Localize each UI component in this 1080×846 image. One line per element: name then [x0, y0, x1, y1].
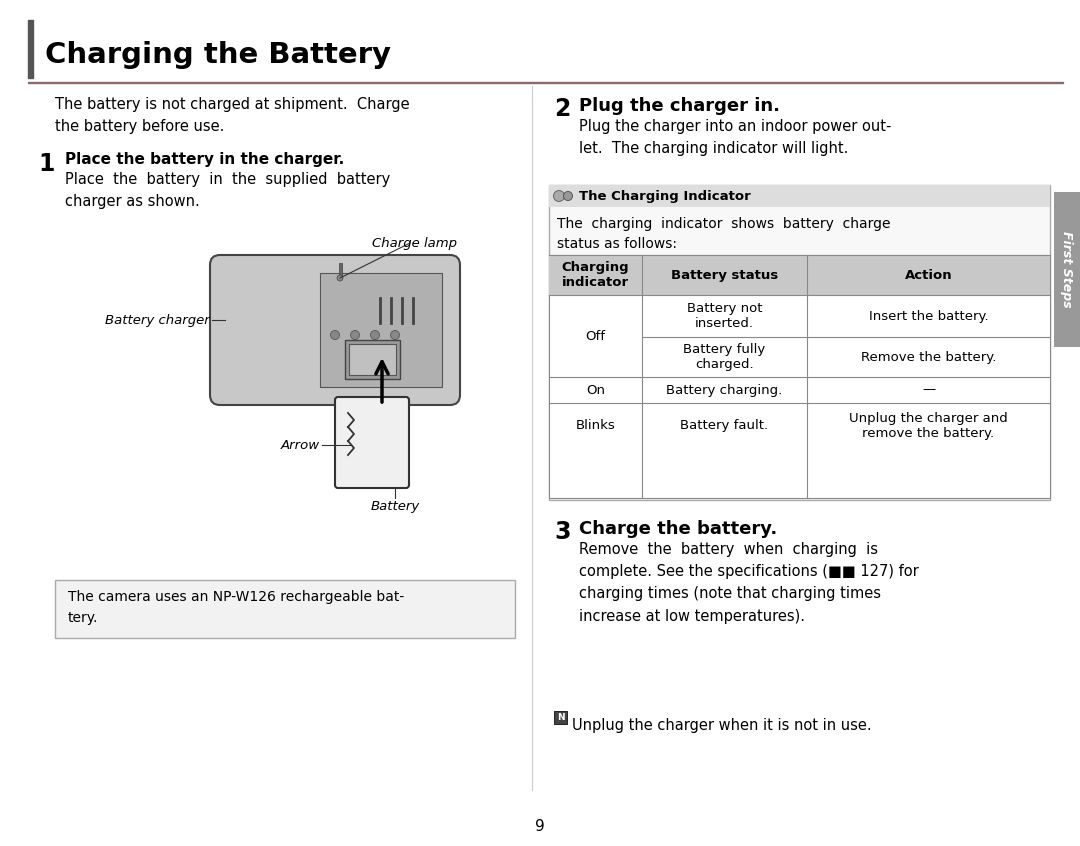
- Text: Battery charger: Battery charger: [105, 314, 210, 327]
- Circle shape: [564, 191, 572, 201]
- Bar: [320, 273, 442, 387]
- Bar: [549, 185, 1050, 500]
- Circle shape: [337, 275, 343, 281]
- Bar: [349, 344, 396, 375]
- Text: Off: Off: [585, 329, 606, 343]
- Text: Battery not
inserted.: Battery not inserted.: [687, 302, 762, 330]
- Bar: [345, 340, 400, 379]
- Circle shape: [391, 331, 400, 339]
- Text: Unplug the charger and
remove the battery.: Unplug the charger and remove the batter…: [849, 411, 1008, 440]
- Text: —: —: [922, 383, 935, 397]
- Text: Plug the charger into an indoor power out-
let.  The charging indicator will lig: Plug the charger into an indoor power ou…: [579, 119, 891, 157]
- Text: Charging
indicator: Charging indicator: [562, 261, 630, 289]
- Circle shape: [554, 190, 565, 201]
- Text: Insert the battery.: Insert the battery.: [868, 310, 988, 322]
- Text: 9: 9: [535, 818, 545, 833]
- Text: Remove  the  battery  when  charging  is
complete. See the specifications (■■ 12: Remove the battery when charging is comp…: [579, 542, 919, 624]
- Text: On: On: [585, 383, 605, 397]
- Text: Action: Action: [905, 268, 953, 282]
- Text: Unplug the charger when it is not in use.: Unplug the charger when it is not in use…: [572, 718, 872, 733]
- Bar: [549, 185, 1050, 207]
- Circle shape: [330, 331, 339, 339]
- Text: Blinks: Blinks: [576, 419, 616, 432]
- Text: The Charging Indicator: The Charging Indicator: [579, 190, 751, 202]
- Text: 1: 1: [38, 152, 54, 176]
- Text: Battery fully
charged.: Battery fully charged.: [684, 343, 766, 371]
- Text: Place the battery in the charger.: Place the battery in the charger.: [65, 152, 345, 167]
- Text: Battery charging.: Battery charging.: [666, 383, 783, 397]
- Text: Remove the battery.: Remove the battery.: [861, 350, 996, 364]
- Text: The  charging  indicator  shows  battery  charge
status as follows:: The charging indicator shows battery cha…: [557, 217, 891, 250]
- Bar: [28, 81, 1063, 83]
- Text: First Steps: First Steps: [1061, 231, 1074, 308]
- Text: Battery: Battery: [370, 500, 420, 513]
- Bar: [339, 263, 342, 278]
- Text: Charging the Battery: Charging the Battery: [45, 41, 391, 69]
- Bar: [549, 255, 1050, 295]
- Text: Battery fault.: Battery fault.: [680, 419, 768, 432]
- Text: The battery is not charged at shipment.  Charge
the battery before use.: The battery is not charged at shipment. …: [55, 97, 409, 135]
- Text: Plug the charger in.: Plug the charger in.: [579, 97, 780, 115]
- Bar: [549, 255, 1050, 498]
- Bar: [1054, 192, 1080, 347]
- Circle shape: [351, 331, 360, 339]
- Text: Place  the  battery  in  the  supplied  battery
charger as shown.: Place the battery in the supplied batter…: [65, 172, 390, 209]
- Bar: [554, 711, 567, 724]
- FancyBboxPatch shape: [335, 397, 409, 488]
- Text: Charge the battery.: Charge the battery.: [579, 520, 778, 538]
- Text: Arrow: Arrow: [281, 438, 320, 452]
- Bar: [55, 580, 515, 638]
- Bar: [28, 20, 33, 78]
- Text: N: N: [556, 713, 565, 722]
- Circle shape: [370, 331, 379, 339]
- Text: 2: 2: [554, 97, 570, 121]
- Text: Battery status: Battery status: [671, 268, 778, 282]
- Text: Charge lamp: Charge lamp: [373, 237, 458, 250]
- Text: 3: 3: [554, 520, 570, 544]
- Text: The camera uses an NP-W126 rechargeable bat-
tery.: The camera uses an NP-W126 rechargeable …: [68, 590, 404, 624]
- FancyBboxPatch shape: [210, 255, 460, 405]
